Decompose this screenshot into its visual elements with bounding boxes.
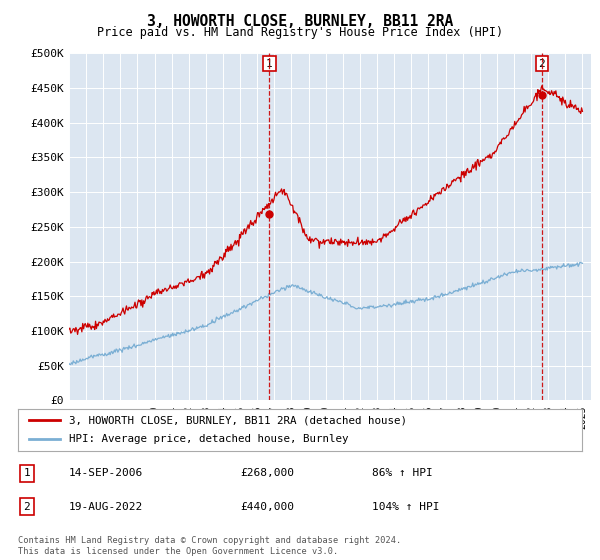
Text: 3, HOWORTH CLOSE, BURNLEY, BB11 2RA: 3, HOWORTH CLOSE, BURNLEY, BB11 2RA — [147, 14, 453, 29]
Text: 3, HOWORTH CLOSE, BURNLEY, BB11 2RA (detached house): 3, HOWORTH CLOSE, BURNLEY, BB11 2RA (det… — [69, 415, 407, 425]
Text: £440,000: £440,000 — [240, 502, 294, 512]
Text: 86% ↑ HPI: 86% ↑ HPI — [372, 468, 433, 478]
Text: 2: 2 — [539, 59, 545, 69]
Text: 14-SEP-2006: 14-SEP-2006 — [69, 468, 143, 478]
Text: 2: 2 — [23, 502, 31, 512]
Text: 1: 1 — [266, 59, 273, 69]
Text: 104% ↑ HPI: 104% ↑ HPI — [372, 502, 439, 512]
Text: 19-AUG-2022: 19-AUG-2022 — [69, 502, 143, 512]
Text: £268,000: £268,000 — [240, 468, 294, 478]
Text: 1: 1 — [23, 468, 31, 478]
Text: Contains HM Land Registry data © Crown copyright and database right 2024.
This d: Contains HM Land Registry data © Crown c… — [18, 536, 401, 556]
Text: Price paid vs. HM Land Registry's House Price Index (HPI): Price paid vs. HM Land Registry's House … — [97, 26, 503, 39]
Text: HPI: Average price, detached house, Burnley: HPI: Average price, detached house, Burn… — [69, 435, 348, 445]
